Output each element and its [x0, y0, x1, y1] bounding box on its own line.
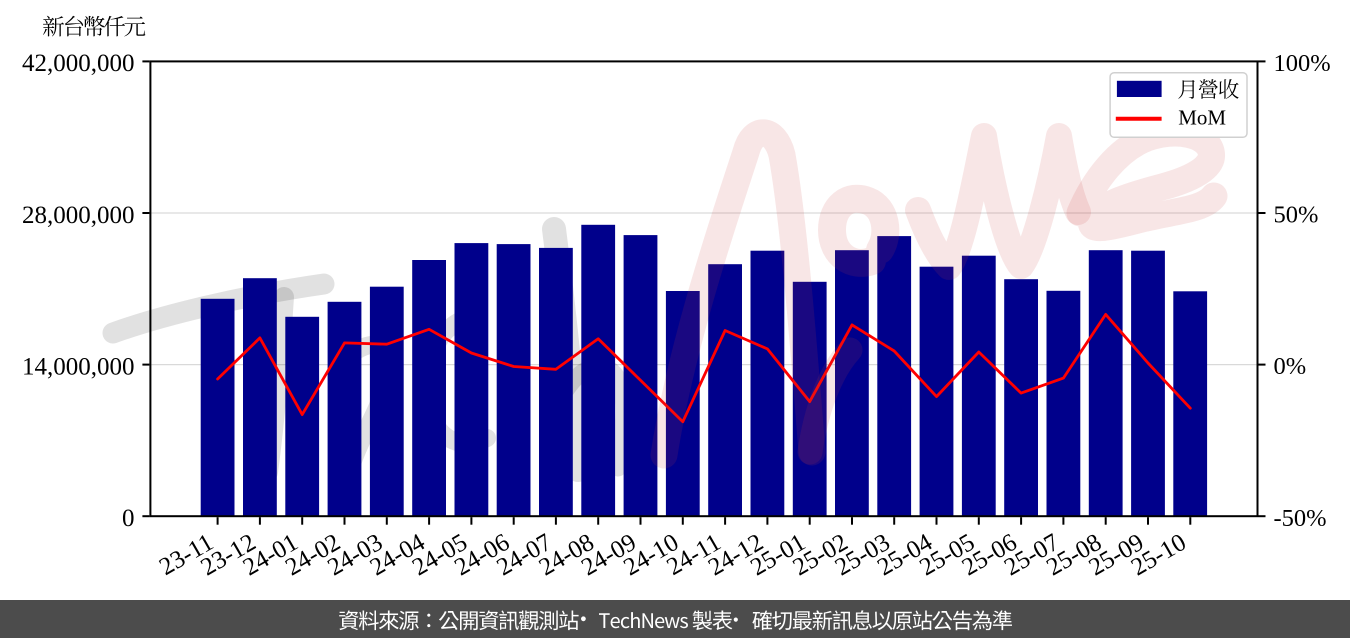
svg-text:MoM: MoM — [1178, 105, 1226, 129]
svg-text:14,000,000: 14,000,000 — [22, 353, 135, 380]
svg-text:0: 0 — [122, 505, 135, 532]
svg-text:42,000,000: 42,000,000 — [22, 50, 135, 77]
svg-text:50%: 50% — [1274, 202, 1319, 229]
svg-text:100%: 100% — [1274, 50, 1331, 77]
svg-text:28,000,000: 28,000,000 — [22, 202, 135, 229]
svg-text:0%: 0% — [1274, 353, 1307, 380]
svg-text:-50%: -50% — [1274, 505, 1327, 532]
